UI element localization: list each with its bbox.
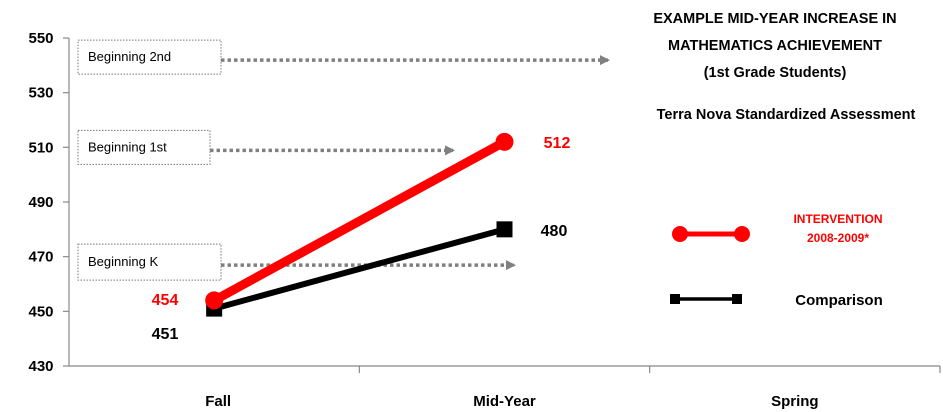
chart-title-line-1: EXAMPLE MID-YEAR INCREASE IN <box>653 11 896 27</box>
benchmark-label: Beginning 1st <box>88 139 167 154</box>
y-tick-label: 490 <box>28 194 53 211</box>
legend-intervention-label-2: 2008-2009* <box>807 231 869 245</box>
x-tick-label: Spring <box>771 393 819 410</box>
benchmarks: Beginning 2nd Beginning 1st Beginning K <box>77 39 610 281</box>
data-label: 512 <box>544 135 571 152</box>
legend-intervention-label-1: INTERVENTION <box>793 212 882 226</box>
x-tick-label: Fall <box>205 393 231 410</box>
chart-title-line-3: (1st Grade Students) <box>704 65 847 81</box>
chart-subtitle: Terra Nova Standardized Assessment <box>657 107 916 123</box>
benchmark-label: Beginning 2nd <box>88 49 171 64</box>
series <box>205 132 514 317</box>
legend-comparison-marker-right <box>732 294 742 304</box>
series-line-intervention <box>209 137 509 305</box>
point-intervention <box>205 291 224 310</box>
data-labels: 454 512 451 480 <box>152 135 571 343</box>
benchmark-box <box>77 243 222 281</box>
chart-title-line-2: MATHEMATICS ACHIEVEMENT <box>668 38 882 54</box>
legend: INTERVENTION 2008-2009* Comparison <box>670 212 883 309</box>
title-block: EXAMPLE MID-YEAR INCREASE IN MATHEMATICS… <box>653 11 915 123</box>
data-label: 480 <box>541 223 568 240</box>
y-tick-label: 550 <box>28 30 53 47</box>
y-tick-label: 530 <box>28 85 53 102</box>
series-line-comparison <box>211 226 508 312</box>
point-intervention <box>495 132 514 151</box>
y-ticks: 430 450 470 490 510 530 550 <box>28 30 69 375</box>
data-label: 454 <box>152 292 179 309</box>
benchmark-box <box>77 129 211 165</box>
legend-intervention-marker-left <box>672 226 688 242</box>
y-tick-label: 510 <box>28 139 53 156</box>
x-tick-label: Mid-Year <box>473 393 536 410</box>
legend-comparison-marker-left <box>670 294 680 304</box>
x-ticks: Fall Mid-Year Spring <box>205 366 941 410</box>
benchmark-box <box>77 39 222 75</box>
legend-intervention-marker-right <box>734 226 750 242</box>
point-comparison <box>496 221 513 238</box>
y-tick-label: 450 <box>28 303 53 320</box>
legend-comparison-label: Comparison <box>795 292 883 309</box>
y-tick-label: 470 <box>28 249 53 266</box>
y-tick-label: 430 <box>28 358 53 375</box>
benchmark-label: Beginning K <box>88 254 158 269</box>
data-label: 451 <box>152 326 179 343</box>
